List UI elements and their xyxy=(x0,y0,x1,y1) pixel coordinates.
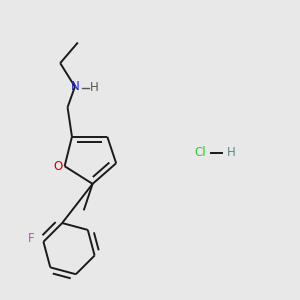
Text: H: H xyxy=(226,146,235,159)
Text: N: N xyxy=(70,80,79,93)
Text: Cl: Cl xyxy=(194,146,206,159)
Text: H: H xyxy=(90,81,98,94)
Text: O: O xyxy=(53,160,63,173)
Text: F: F xyxy=(28,232,35,245)
